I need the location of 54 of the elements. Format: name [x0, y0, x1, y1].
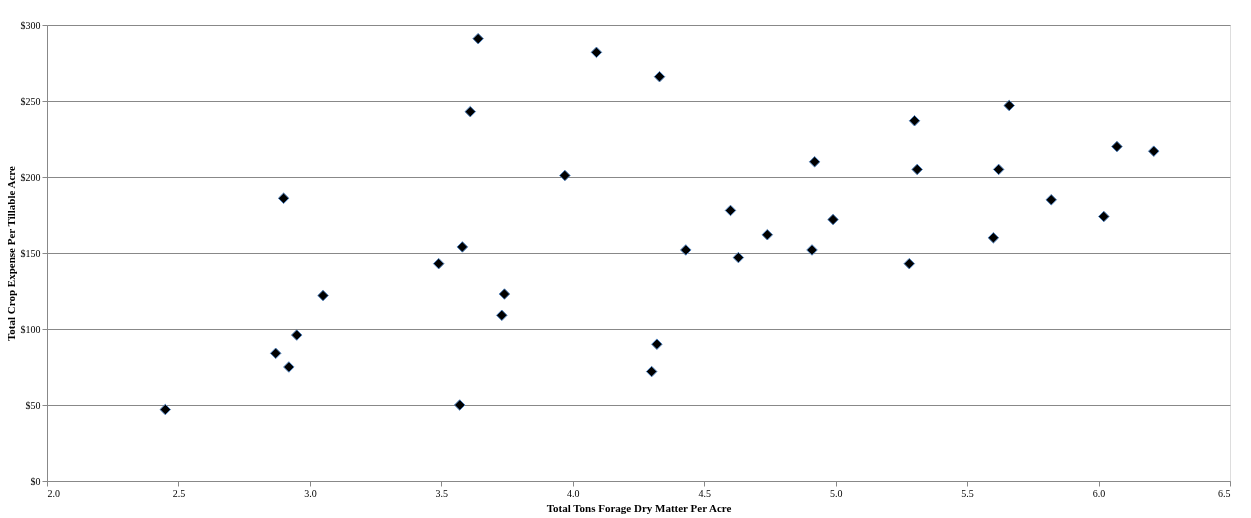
- point: [277, 192, 290, 205]
- x-tick-label: 5.0: [829, 487, 843, 499]
- point: [1003, 99, 1015, 112]
- point: [806, 244, 818, 256]
- point: [464, 105, 476, 118]
- x-tick-label: 3.0: [304, 487, 317, 499]
- point: [432, 257, 445, 270]
- y-tick-label: $150: [20, 247, 41, 259]
- point: [291, 329, 303, 341]
- point: [911, 163, 923, 176]
- x-tick-label: 3.5: [435, 487, 449, 499]
- point: [645, 365, 658, 378]
- point: [724, 204, 737, 217]
- point: [732, 251, 745, 264]
- point: [559, 169, 571, 182]
- x-tick-label: 2.0: [47, 487, 60, 499]
- point: [827, 213, 839, 226]
- point: [498, 288, 511, 300]
- point: [1148, 145, 1160, 157]
- point: [651, 338, 663, 350]
- x-tick-label: 4.5: [698, 487, 711, 499]
- y-axis-title: Total Crop Expense Per Tillable Acre: [4, 165, 17, 341]
- y-tick-label: $100: [20, 323, 41, 335]
- point: [159, 403, 172, 416]
- point: [496, 309, 508, 322]
- point: [269, 347, 282, 360]
- point: [903, 257, 916, 270]
- point: [992, 163, 1005, 176]
- point: [680, 244, 692, 256]
- y-tick-label: $50: [25, 399, 41, 411]
- x-tick-label: 2.5: [172, 487, 186, 499]
- point: [908, 115, 921, 127]
- point: [472, 32, 484, 45]
- point: [456, 241, 469, 253]
- y-tick-label: $200: [20, 171, 41, 183]
- x-axis-title: Total Tons Forage Dry Matter Per Acre: [546, 501, 732, 514]
- point: [1111, 140, 1123, 153]
- x-tick-label: 6.0: [1092, 487, 1106, 499]
- y-tick-label: $250: [20, 95, 41, 107]
- x-tick-label: 4.0: [567, 487, 580, 499]
- point: [283, 361, 295, 373]
- point: [590, 46, 603, 59]
- point: [1045, 194, 1057, 206]
- point: [987, 232, 1000, 244]
- point: [453, 399, 466, 411]
- y-tick-label: $0: [30, 475, 41, 487]
- y-tick-label: $300: [20, 19, 41, 31]
- point: [317, 289, 329, 302]
- point: [653, 70, 666, 83]
- x-tick-label: 5.5: [961, 487, 974, 499]
- point: [1098, 210, 1110, 223]
- point: [761, 229, 774, 241]
- point: [808, 156, 821, 168]
- x-tick-label: 6.5: [1218, 487, 1231, 499]
